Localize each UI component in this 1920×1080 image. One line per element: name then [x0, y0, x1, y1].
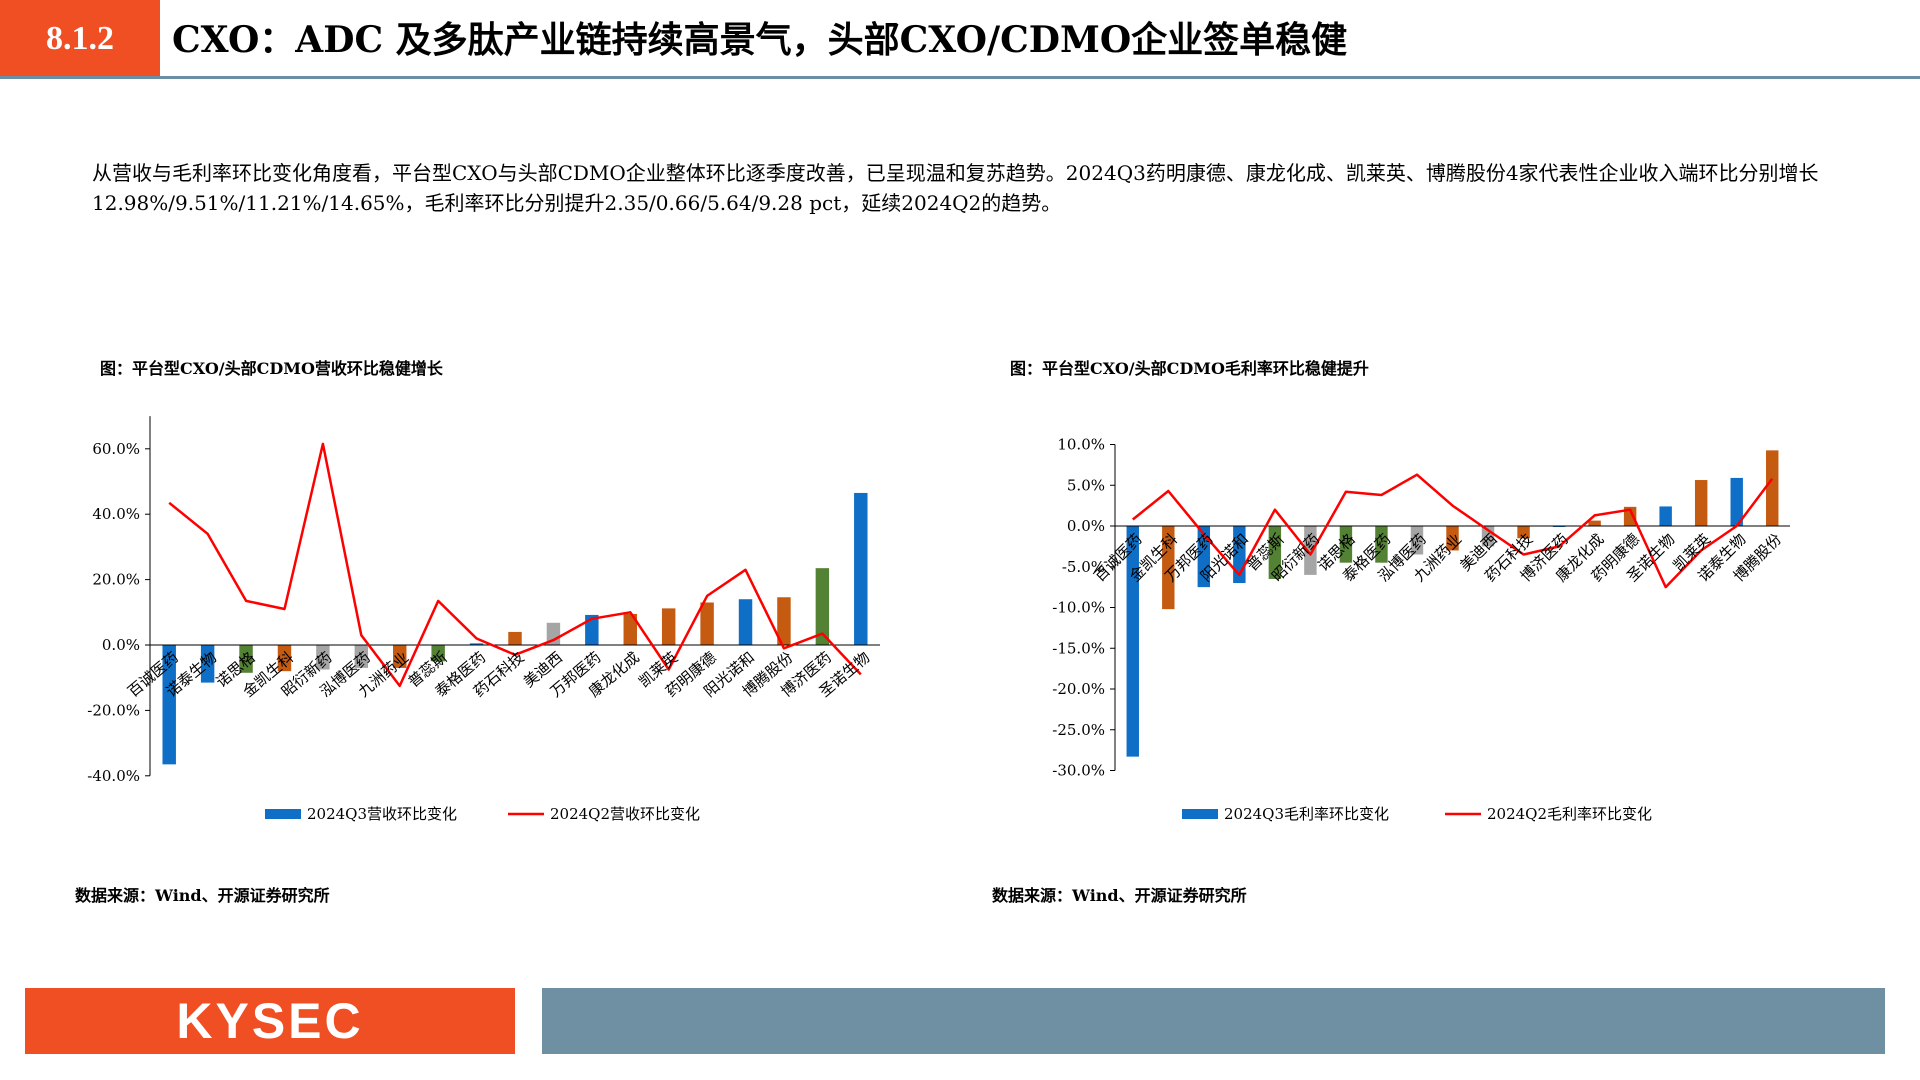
- chart2-y-tick-label: -5.0%: [1062, 558, 1105, 576]
- chart1-line-series: [168, 442, 862, 688]
- left-chart: 60.0%40.0%20.0%0.0%-20.0%-40.0%百诚医药诺泰生物诺…: [87, 416, 880, 823]
- chart1-bar: [777, 597, 791, 645]
- right-chart-title: 图：平台型CXO/头部CDMO毛利率环比稳健提升: [1010, 359, 1369, 378]
- header: 8.1.2 CXO：ADC 及多肽产业链持续高景气，头部CXO/CDMO企业签单…: [0, 0, 1920, 79]
- section-number: 8.1.2: [0, 0, 160, 78]
- chart2-bar: [1410, 526, 1424, 555]
- chart1-y-tick-label: 40.0%: [92, 505, 140, 523]
- page-title: CXO：ADC 及多肽产业链持续高景气，头部CXO/CDMO企业签单稳健: [172, 19, 1348, 61]
- chart1-bar: [508, 631, 522, 645]
- chart1-y-tick-label: 0.0%: [102, 636, 140, 654]
- chart2-bar: [1623, 506, 1637, 526]
- chart2-bar: [1694, 480, 1708, 526]
- chart1-bar: [738, 599, 753, 645]
- chart2-bar: [1588, 520, 1601, 526]
- chart1-bar: [162, 645, 176, 765]
- chart1-y-tick-label: 60.0%: [92, 440, 140, 458]
- chart2-line-series: [1132, 473, 1774, 589]
- chart2-y-tick-label: 10.0%: [1057, 436, 1105, 454]
- chart2-legend-bar-label: 2024Q3毛利率环比变化: [1224, 805, 1389, 823]
- chart1-bar: [354, 645, 369, 668]
- chart1-bar: [239, 645, 253, 673]
- chart1-bar: [200, 645, 215, 683]
- chart2-y-tick-label: 0.0%: [1067, 517, 1105, 535]
- brand-logo-text: KYSEC: [176, 993, 364, 1049]
- chart2-bar: [1304, 526, 1317, 575]
- chart2-bar: [1517, 526, 1530, 539]
- chart1-bar: [277, 645, 292, 672]
- chart1-y-tick-label: 20.0%: [92, 571, 140, 589]
- chart1-bar: [661, 608, 676, 645]
- intro-paragraph: 从营收与毛利率环比变化角度看，平台型CXO与头部CDMO企业整体环比逐季度改善，…: [92, 161, 1819, 215]
- chart2-legend-line-label: 2024Q2毛利率环比变化: [1487, 805, 1652, 823]
- chart2-y-tick-label: -20.0%: [1052, 680, 1105, 698]
- chart2-bar: [1659, 506, 1672, 526]
- chart2-bar: [1268, 526, 1282, 579]
- chart2-y-tick-label: -15.0%: [1052, 639, 1105, 657]
- chart1-y-tick-label: -40.0%: [87, 767, 140, 785]
- chart2-y-tick-label: 5.0%: [1067, 476, 1105, 494]
- chart2-legend-bar-swatch: [1182, 809, 1218, 819]
- chart1-bar: [316, 645, 330, 670]
- brand-logo: KYSEC: [25, 988, 515, 1054]
- chart2-bar: [1197, 526, 1211, 588]
- left-chart-source: 数据来源：Wind、开源证券研究所: [75, 886, 330, 905]
- right-chart: 10.0% 5.0% 0.0% -5.0% -10.0% -15.0% -20.0% -25.…: [1052, 436, 1790, 823]
- footer-bar: [542, 988, 1885, 1054]
- chart1-bar: [623, 613, 637, 645]
- left-chart-title: 图：平台型CXO/头部CDMO营收环比稳健增长: [100, 359, 443, 378]
- chart1-bar: [815, 568, 830, 645]
- header-divider: [0, 76, 1920, 79]
- chart2-y-tick-label: -30.0%: [1052, 762, 1105, 780]
- chart1-bar: [700, 602, 714, 645]
- chart1-legend-line-label: 2024Q2营收环比变化: [550, 805, 700, 823]
- chart1-legend-bar-label: 2024Q3营收环比变化: [307, 805, 457, 823]
- chart2-bar: [1126, 526, 1139, 757]
- chart1-bar: [585, 614, 599, 645]
- chart1-bar: [393, 645, 407, 668]
- chart2-y-tick-label: -10.0%: [1052, 599, 1105, 617]
- chart2-bar: [1162, 526, 1175, 610]
- chart1-bar: [431, 645, 445, 662]
- chart1-y-tick-label: -20.0%: [87, 701, 140, 719]
- chart2-y-tick-label: -25.0%: [1052, 721, 1105, 739]
- chart1-legend-bar-swatch: [265, 809, 301, 819]
- chart2-bar: [1446, 526, 1459, 551]
- chart2-bar: [1730, 477, 1743, 526]
- chart2-bar: [1375, 526, 1388, 563]
- chart1-bar: [469, 643, 484, 645]
- right-chart-source: 数据来源：Wind、开源证券研究所: [992, 886, 1247, 905]
- chart1-bar: [854, 492, 868, 645]
- chart2-bar: [1339, 526, 1353, 563]
- chart2-bar: [1766, 450, 1779, 526]
